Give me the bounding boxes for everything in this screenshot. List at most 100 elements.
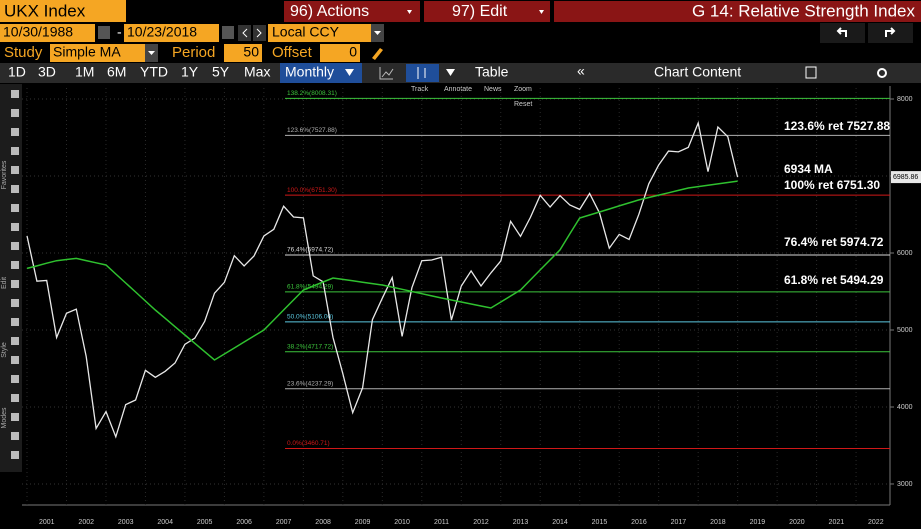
side-tool[interactable]: [11, 394, 19, 402]
side-tool[interactable]: [11, 337, 19, 345]
side-label: Edit: [1, 277, 8, 289]
chart-content-button[interactable]: Chart Content: [654, 64, 741, 80]
side-tool[interactable]: [11, 299, 19, 307]
x-tick-label: 2016: [631, 519, 647, 526]
x-tick-label: 2008: [315, 519, 331, 526]
side-tool[interactable]: [11, 432, 19, 440]
dropdown-arrow: [539, 10, 544, 14]
side-tool[interactable]: [11, 451, 19, 459]
study-label: Study: [4, 44, 43, 61]
dropdown-arrow: [374, 31, 381, 35]
calendar-button[interactable]: [98, 26, 110, 39]
edit-menu[interactable]: [424, 1, 550, 22]
x-tick-label: 2010: [394, 519, 410, 526]
offset-box[interactable]: [320, 44, 360, 62]
retracement-label: 138.2%(8008.31): [287, 90, 337, 97]
side-tool[interactable]: [11, 204, 19, 212]
collapse-button[interactable]: «: [577, 63, 585, 79]
side-tool[interactable]: [11, 242, 19, 250]
x-tick-label: 2022: [868, 519, 884, 526]
x-tick-label: 2020: [789, 519, 805, 526]
start-date[interactable]: [0, 24, 95, 42]
table-button[interactable]: Table: [475, 64, 509, 80]
last-price-tag: [891, 171, 921, 184]
bar-type-button[interactable]: [406, 64, 439, 82]
forward-button[interactable]: [868, 23, 913, 43]
actions-label: 96) Actions: [290, 3, 369, 20]
side-tool[interactable]: [11, 90, 19, 98]
dropdown-arrow: [148, 51, 155, 55]
start-date-text: 10/30/1988: [3, 24, 73, 40]
study-box[interactable]: [50, 44, 145, 62]
period-button[interactable]: 1M: [75, 64, 94, 80]
frequency-label: Monthly: [285, 64, 334, 80]
annotation: 6934 MA: [784, 162, 833, 176]
back-icon: [836, 27, 847, 37]
period-button[interactable]: 3D: [38, 64, 56, 80]
side-tool[interactable]: [11, 356, 19, 364]
side-tool[interactable]: [11, 223, 19, 231]
side-tool[interactable]: [11, 413, 19, 421]
chart-tool[interactable]: News: [484, 86, 502, 93]
offset-value: 0: [349, 44, 357, 60]
side-tool[interactable]: [11, 128, 19, 136]
period-button[interactable]: 6M: [107, 64, 126, 80]
dropdown-arrow: [407, 10, 412, 14]
end-date-text: 10/23/2018: [127, 24, 197, 40]
side-tool[interactable]: [11, 166, 19, 174]
chart-type-icon[interactable]: [379, 67, 394, 80]
next-button[interactable]: [253, 25, 266, 41]
chart-tools: Track Annotate News Zoom Reset: [411, 86, 532, 108]
actions-menu[interactable]: [284, 1, 420, 22]
x-tick-label: 2015: [592, 519, 608, 526]
retracement-label: 50.0%(5106.00): [287, 314, 333, 321]
period-button[interactable]: Max: [244, 64, 270, 80]
x-tick-label: 2005: [197, 519, 213, 526]
frequency-button[interactable]: [280, 63, 362, 83]
calendar-button[interactable]: [222, 26, 234, 39]
offset-label: Offset: [272, 44, 313, 61]
x-tick-label: 2007: [276, 519, 292, 526]
period-button[interactable]: 1Y: [181, 64, 199, 80]
period-button[interactable]: 1D: [8, 64, 26, 80]
annotation: 100% ret 6751.30: [784, 178, 880, 192]
forward-icon: [885, 27, 896, 37]
x-tick-label: 2001: [39, 519, 55, 526]
y-tick-label: 4000: [897, 404, 913, 411]
side-tool[interactable]: [11, 147, 19, 155]
side-tool[interactable]: [11, 375, 19, 383]
chart-tool[interactable]: Annotate: [444, 86, 472, 93]
retracement-label: 76.4%(5974.72): [287, 247, 333, 254]
side-tool[interactable]: [11, 280, 19, 288]
back-button[interactable]: [820, 23, 865, 43]
settings-icon[interactable]: [877, 68, 887, 78]
chart-tool[interactable]: Reset: [514, 101, 532, 108]
side-tool[interactable]: [11, 109, 19, 117]
side-tool[interactable]: [11, 318, 19, 326]
retracement-label: 100.0%(6751.30): [287, 187, 337, 194]
ticker-box[interactable]: [0, 0, 126, 22]
side-tool[interactable]: [11, 261, 19, 269]
last-price-label: 6985.86: [893, 174, 918, 181]
edit-icon[interactable]: [805, 66, 817, 79]
period-button[interactable]: YTD: [140, 64, 168, 80]
x-tick-label: 2021: [829, 519, 845, 526]
period-box[interactable]: [224, 44, 262, 62]
chart-tool[interactable]: Track: [411, 86, 429, 93]
side-tool[interactable]: [11, 185, 19, 193]
study-name: Simple MA: [53, 44, 121, 60]
retracement-label: 23.6%(4237.29): [287, 380, 333, 387]
currency-box[interactable]: [268, 24, 371, 42]
y-tick-label: 3000: [897, 481, 913, 488]
chart-tool[interactable]: Zoom: [514, 86, 532, 93]
y-tick-label: 5000: [897, 327, 913, 334]
prev-button[interactable]: [238, 25, 251, 41]
side-label: Style: [1, 342, 8, 358]
end-date[interactable]: [124, 24, 219, 42]
pencil-icon[interactable]: [372, 48, 383, 60]
period-button[interactable]: 5Y: [212, 64, 230, 80]
dropdown-arrow: [345, 69, 354, 76]
dropdown-arrow: [446, 69, 455, 76]
